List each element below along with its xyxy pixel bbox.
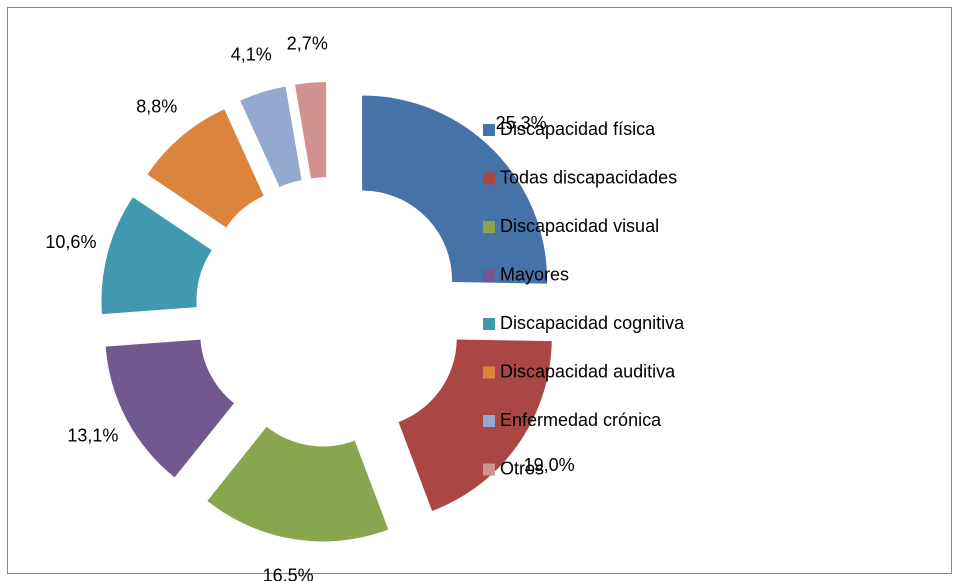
- donut-slice: [147, 109, 264, 228]
- donut-slice: [240, 86, 302, 188]
- donut-slice: [294, 82, 327, 179]
- legend-swatch: [483, 318, 495, 330]
- data-label: 10,6%: [45, 232, 96, 252]
- legend-swatch: [483, 415, 495, 427]
- legend-swatch: [483, 269, 495, 282]
- donut-slice: [101, 197, 212, 315]
- data-label: 2,7%: [287, 34, 328, 54]
- legend-swatch: [483, 366, 495, 379]
- legend-label: Discapacidad física: [500, 119, 656, 139]
- legend-label: Otros: [500, 458, 544, 478]
- legend-label: Enfermedad crónica: [500, 410, 662, 430]
- legend-swatch: [483, 463, 495, 476]
- legend-swatch: [483, 124, 495, 136]
- legend-swatch: [483, 172, 495, 185]
- data-label: 13,1%: [67, 426, 118, 446]
- legend-label: Todas discapacidades: [500, 167, 677, 187]
- donut-slice: [398, 339, 552, 511]
- data-label: 4,1%: [231, 45, 272, 65]
- legend-swatch: [483, 221, 495, 233]
- data-label: 19,0%: [524, 455, 575, 475]
- donut-slice: [362, 95, 548, 284]
- legend-label: Discapacidad cognitiva: [500, 313, 685, 333]
- donut-slice: [207, 426, 389, 542]
- donut-slice: [105, 339, 234, 478]
- data-label: 25,3%: [496, 113, 547, 133]
- legend-label: Discapacidad auditiva: [500, 361, 676, 381]
- data-label: 8,8%: [136, 96, 177, 116]
- data-label: 16,5%: [263, 565, 314, 581]
- legend-label: Discapacidad visual: [500, 216, 659, 236]
- legend-label: Mayores: [500, 264, 569, 284]
